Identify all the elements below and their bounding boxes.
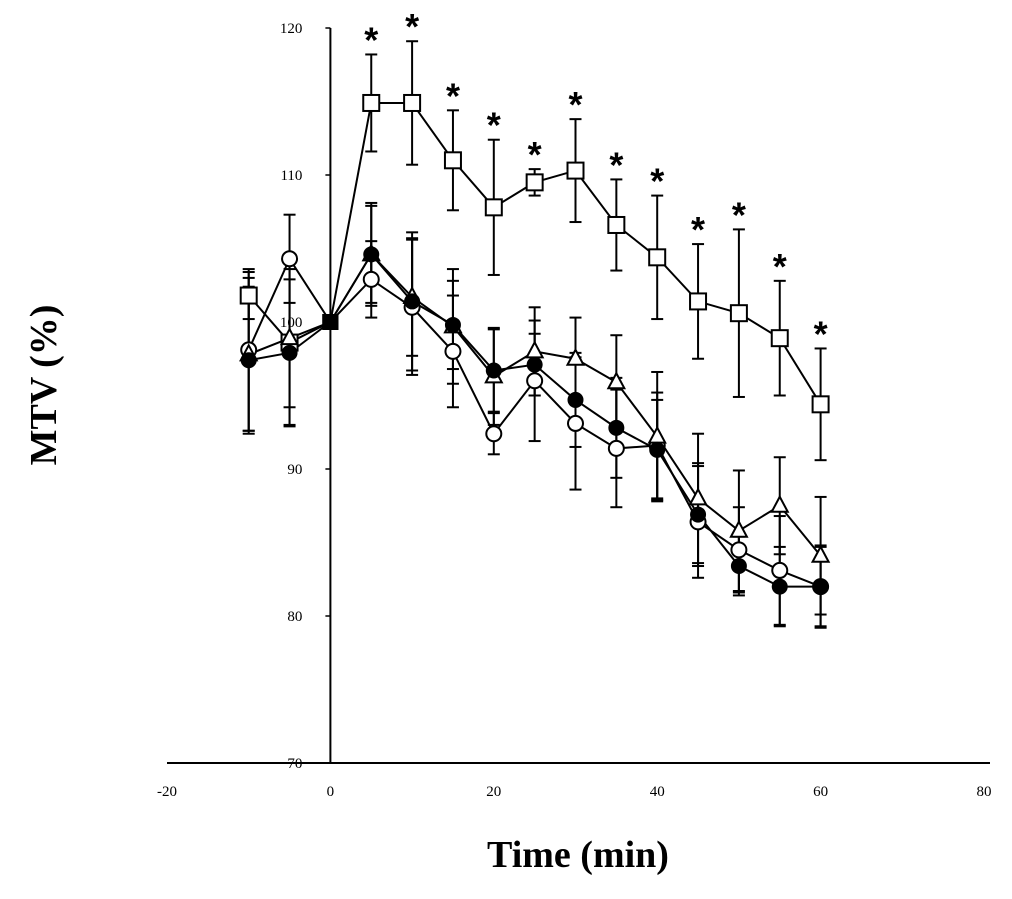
significance-markers: * * * * * * * * * * * * [364, 6, 827, 354]
filled-circle-point [281, 344, 298, 361]
axes: 70 80 90 100 110 120 -20 0 20 40 60 80 [157, 21, 992, 800]
open-circle-point [607, 439, 625, 457]
x-tick-label: 60 [813, 784, 828, 800]
filled-circle-point [404, 293, 421, 310]
open-triangle-point [729, 519, 749, 538]
asterisk-annotation: * [446, 75, 460, 116]
open-square-point [648, 248, 667, 267]
open-circle-point [362, 270, 380, 288]
asterisk-annotation: * [814, 313, 828, 354]
series-markers [239, 93, 831, 596]
open-square-point [403, 93, 422, 112]
x-tick-label: 40 [650, 784, 665, 800]
filled-circle-point [485, 362, 502, 379]
y-tick-label: 90 [287, 462, 302, 478]
y-tick-label: 120 [280, 21, 303, 37]
y-tick-label: 100 [280, 315, 303, 331]
asterisk-annotation: * [732, 194, 746, 235]
open-square-point [770, 329, 789, 348]
x-tick-label: -20 [157, 784, 177, 800]
open-square-point [362, 93, 381, 112]
open-circle-point [485, 425, 503, 443]
open-square-point [689, 292, 708, 311]
open-circle-point [526, 372, 544, 390]
open-square-point [239, 286, 258, 305]
open-circle-point [444, 342, 462, 360]
open-circle-point [281, 250, 299, 268]
y-tick-label: 110 [280, 168, 302, 184]
open-square-point [525, 173, 544, 192]
filled-circle-point [363, 246, 380, 263]
open-circle-point [771, 561, 789, 579]
open-triangle-point [770, 494, 790, 513]
asterisk-annotation: * [773, 246, 787, 287]
open-triangle-point [688, 487, 708, 506]
open-triangle-point [524, 340, 545, 359]
open-square-point [443, 151, 462, 170]
open-circle-point [567, 414, 584, 432]
x-tick-label: 20 [486, 784, 501, 800]
open-triangle-point [606, 371, 627, 390]
y-axis-title: MTV (%) [23, 305, 65, 466]
open-circle-point [730, 541, 748, 559]
asterisk-annotation: * [405, 6, 419, 47]
filled-circle-point [444, 316, 461, 333]
filled-circle-point [812, 578, 829, 595]
open-triangle-point [810, 544, 831, 563]
x-tick-label: 0 [327, 784, 335, 800]
filled-circle-point [730, 558, 747, 575]
filled-circle-point [608, 419, 625, 436]
asterisk-annotation: * [487, 105, 501, 146]
filled-circle-point [690, 506, 707, 523]
asterisk-annotation: * [364, 19, 378, 60]
filled-circle-point [771, 578, 788, 595]
open-square-point [729, 304, 748, 323]
open-square-point [811, 395, 830, 414]
open-triangle-point [565, 347, 586, 366]
open-triangle-point [279, 327, 300, 346]
filled-circle-point [240, 352, 257, 369]
asterisk-annotation: * [528, 134, 542, 175]
filled-circle-point [567, 391, 584, 408]
asterisk-annotation: * [650, 161, 664, 202]
filled-circle-point [649, 441, 666, 458]
asterisk-annotation: * [609, 144, 623, 185]
filled-circle-point [322, 314, 339, 330]
asterisk-annotation: * [568, 84, 582, 125]
x-tick-label: 80 [977, 784, 992, 800]
y-tick-label: 70 [287, 756, 302, 772]
x-axis-title: Time (min) [487, 834, 669, 876]
filled-circle-point [526, 356, 543, 373]
open-square-point [607, 215, 626, 234]
asterisk-annotation: * [691, 209, 705, 250]
open-square-point [566, 161, 585, 180]
y-tick-label: 80 [287, 609, 302, 625]
open-square-point [484, 198, 503, 217]
